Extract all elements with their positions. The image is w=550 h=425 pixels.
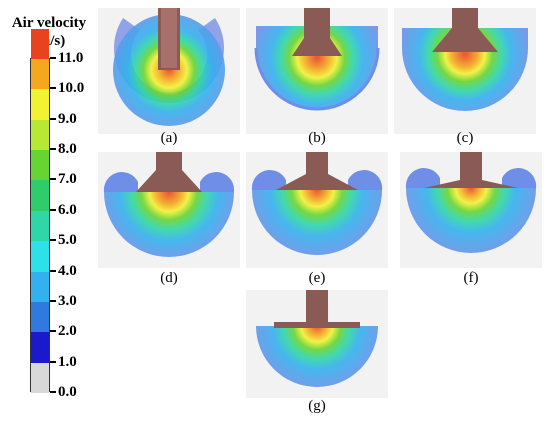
panel-d-plot: [98, 152, 240, 268]
colorbar-band: [31, 301, 49, 333]
panel-a-plot: [98, 8, 240, 134]
panel-b: [246, 8, 388, 134]
colorbar-tick-label: 11.0: [58, 50, 84, 66]
panel-f-plot: [400, 152, 542, 268]
colorbar-tick-label: 0.0: [58, 384, 77, 400]
legend-title: Air velocity (m/s): [4, 14, 94, 50]
panel-label-e: (e): [308, 270, 326, 286]
colorbar-tick-label: 6.0: [58, 201, 77, 218]
colorbar-tick-label: 3.0: [58, 292, 77, 309]
panel-label-d: (d): [160, 270, 178, 286]
panel-b-plot: [246, 8, 388, 134]
colorbar-tick: [50, 360, 56, 363]
panel-label-a: (a): [160, 130, 178, 146]
colorbar-band: [31, 241, 49, 272]
colorbar-tick-label: 2.0: [58, 323, 77, 340]
colorbar-tick: [50, 148, 56, 151]
colorbar-band: [31, 180, 49, 211]
colorbar-tick-label: 9.0: [58, 110, 77, 127]
colorbar-tick: [50, 178, 56, 181]
colorbar-band: [31, 119, 49, 151]
colorbar-band: [31, 150, 49, 181]
panel-c: [394, 8, 536, 134]
panel-label-c: (c): [456, 130, 474, 146]
colorbar-band: [31, 28, 49, 59]
colorbar-band: [31, 271, 49, 302]
colorbar-tick-label: 4.0: [58, 262, 77, 279]
colorbar-tick-label: 5.0: [58, 232, 77, 249]
panel-label-b: (b): [308, 130, 326, 146]
colorbar-band: [31, 89, 49, 120]
panel-g-plot: [246, 290, 388, 398]
colorbar-tick-label: 7.0: [58, 171, 77, 188]
panel-e: [246, 152, 388, 278]
colorbar-tick: [50, 117, 56, 120]
colorbar-band: [31, 362, 49, 393]
colorbar-tick: [50, 87, 56, 90]
panel-g: [246, 290, 388, 416]
colorbar-tick: [50, 239, 56, 242]
colorbar-tick: [50, 269, 56, 272]
colorbar-tick: [50, 391, 56, 393]
panel-label-g: (g): [308, 398, 326, 414]
panel-d: [98, 152, 240, 278]
panel-e-plot: [246, 152, 388, 268]
colorbar-tick-label: 1.0: [58, 353, 77, 370]
colorbar-band: [31, 59, 49, 90]
colorbar-tick: [50, 299, 56, 302]
colorbar-tick-label: 10.0: [58, 80, 85, 97]
panel-a: [98, 8, 240, 134]
legend-title-line1: Air velocity: [11, 15, 87, 31]
colorbar-tick: [50, 208, 56, 211]
legend-title-line2: (m/s): [32, 33, 66, 49]
panel-label-f: (f): [463, 270, 479, 286]
colorbar-band: [31, 210, 49, 242]
colorbar-band: [31, 332, 49, 363]
colorbar-tick: [50, 330, 56, 333]
colorbar-tick: [50, 57, 56, 59]
panel-c-plot: [394, 8, 536, 134]
colorbar-tick-label: 8.0: [58, 141, 77, 158]
panel-f: [400, 152, 542, 278]
colorbar: [30, 28, 50, 393]
